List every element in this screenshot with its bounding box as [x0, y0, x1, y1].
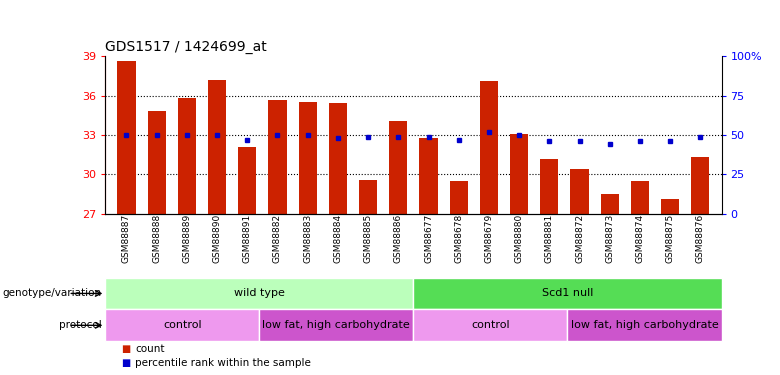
Bar: [661, 199, 679, 214]
Bar: [259, 309, 413, 341]
Text: protocol: protocol: [58, 320, 101, 330]
Text: GSM88889: GSM88889: [183, 214, 191, 263]
Text: low fat, high carbohydrate: low fat, high carbohydrate: [571, 320, 718, 330]
Bar: [329, 104, 347, 214]
Text: low fat, high carbohydrate: low fat, high carbohydrate: [263, 320, 410, 330]
Text: GSM88886: GSM88886: [394, 214, 402, 263]
Text: GDS1517 / 1424699_at: GDS1517 / 1424699_at: [105, 40, 267, 54]
Bar: [117, 62, 136, 214]
Text: GSM88882: GSM88882: [273, 214, 282, 263]
Text: ■: ■: [121, 344, 130, 354]
Text: wild type: wild type: [234, 288, 285, 298]
Text: percentile rank within the sample: percentile rank within the sample: [135, 358, 310, 368]
Text: control: control: [471, 320, 510, 330]
Text: GSM88891: GSM88891: [243, 214, 252, 263]
Text: GSM88875: GSM88875: [665, 214, 675, 263]
Text: GSM88885: GSM88885: [363, 214, 373, 263]
Bar: [420, 138, 438, 214]
Text: GSM88873: GSM88873: [605, 214, 614, 263]
Text: GSM88881: GSM88881: [544, 214, 554, 263]
Bar: [541, 159, 558, 214]
Bar: [359, 180, 378, 214]
Text: GSM88872: GSM88872: [575, 214, 584, 263]
Text: GSM88880: GSM88880: [515, 214, 523, 263]
Text: Scd1 null: Scd1 null: [542, 288, 593, 298]
Text: GSM88888: GSM88888: [152, 214, 161, 263]
Text: GSM88874: GSM88874: [636, 214, 644, 263]
Text: GSM88677: GSM88677: [424, 214, 433, 263]
Bar: [238, 147, 257, 214]
Text: GSM88887: GSM88887: [122, 214, 131, 263]
Bar: [299, 102, 317, 214]
Bar: [413, 309, 568, 341]
Bar: [147, 111, 165, 214]
Bar: [601, 194, 619, 214]
Bar: [631, 181, 649, 214]
Text: GSM88884: GSM88884: [333, 214, 342, 263]
Bar: [208, 80, 226, 214]
Bar: [105, 278, 413, 309]
Bar: [105, 309, 259, 341]
Bar: [413, 278, 722, 309]
Bar: [570, 169, 589, 214]
Text: GSM88890: GSM88890: [213, 214, 222, 263]
Text: GSM88876: GSM88876: [696, 214, 705, 263]
Bar: [568, 309, 722, 341]
Text: ■: ■: [121, 358, 130, 368]
Bar: [389, 120, 407, 214]
Bar: [480, 81, 498, 214]
Text: GSM88679: GSM88679: [484, 214, 494, 263]
Bar: [178, 98, 196, 214]
Bar: [510, 134, 528, 214]
Bar: [268, 99, 286, 214]
Bar: [691, 157, 710, 214]
Text: genotype/variation: genotype/variation: [2, 288, 101, 298]
Text: GSM88883: GSM88883: [303, 214, 312, 263]
Text: control: control: [163, 320, 202, 330]
Bar: [449, 181, 468, 214]
Text: count: count: [135, 344, 165, 354]
Text: GSM88678: GSM88678: [454, 214, 463, 263]
